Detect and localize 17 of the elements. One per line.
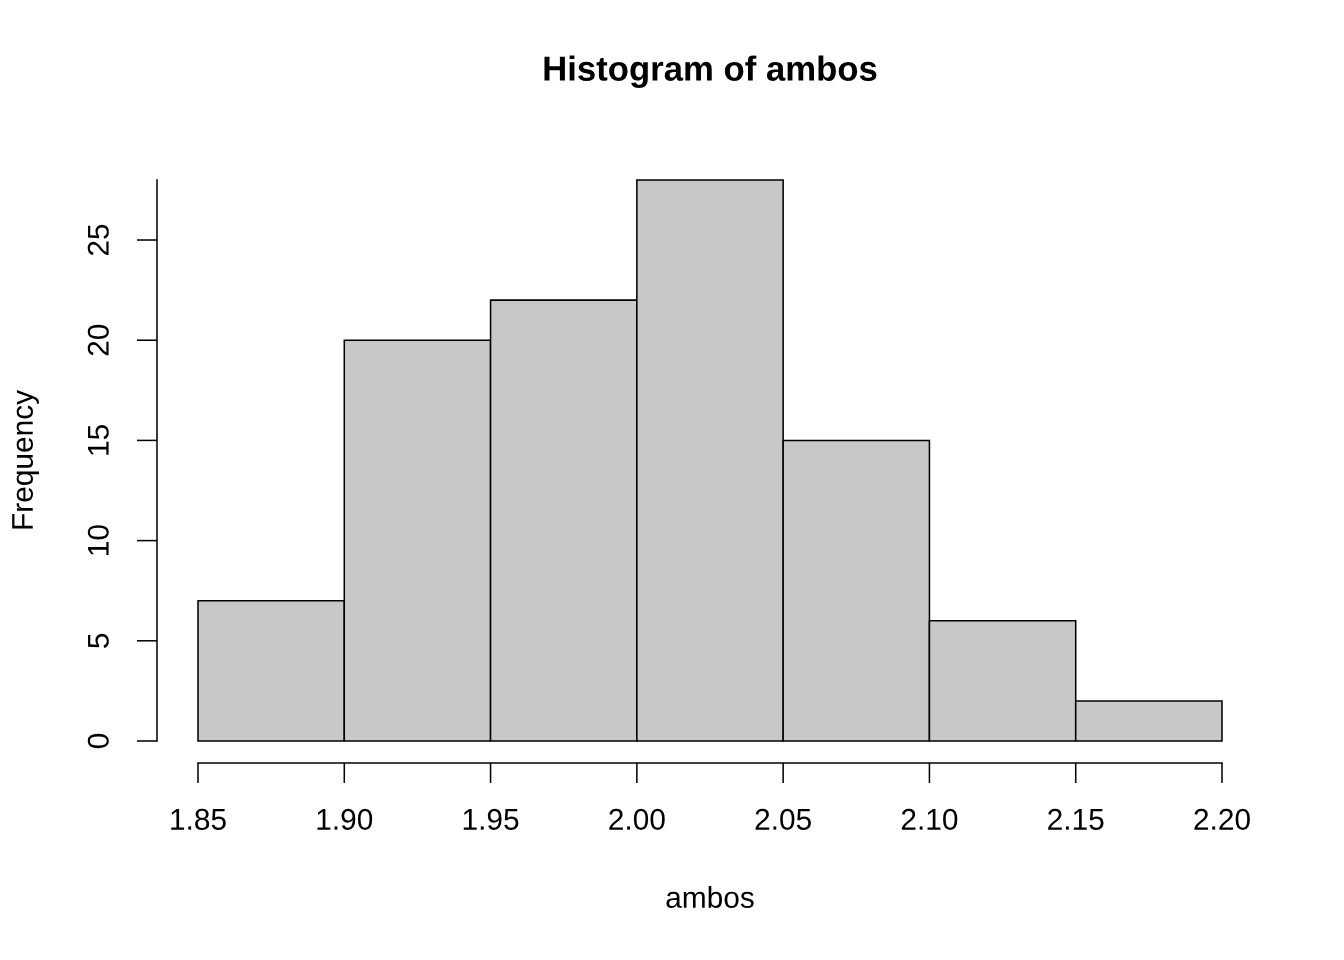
x-tick-label: 2.10 — [901, 808, 958, 830]
y-tick-label: 5 — [88, 633, 109, 648]
y-tick-label: 10 — [87, 525, 109, 555]
x-axis-title: ambos — [666, 886, 754, 909]
y-tick-label: 20 — [87, 324, 109, 356]
x-tick-label: 1.85 — [171, 808, 226, 830]
x-tick-label: 1.90 — [317, 808, 373, 830]
y-axis-title: Frequency — [12, 389, 39, 529]
x-tick-label: 2.20 — [1194, 808, 1250, 830]
x-tick-label: 2.15 — [1048, 808, 1104, 830]
x-tick-label: 1.95 — [463, 808, 519, 830]
x-tick-label: 2.00 — [609, 808, 665, 830]
y-tick-label: 25 — [87, 224, 109, 256]
y-tick-label: 15 — [88, 425, 109, 455]
x-tick-label: 2.05 — [755, 808, 811, 830]
chart-title: Histogram of ambos — [544, 55, 877, 88]
y-tick-label: 0 — [87, 733, 109, 749]
